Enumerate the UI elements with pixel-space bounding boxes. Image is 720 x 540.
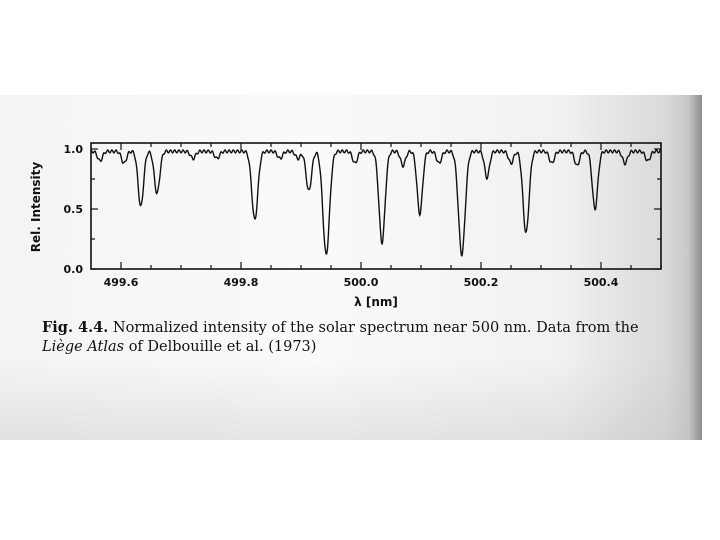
caption-atlas-name: Liège Atlas	[42, 339, 125, 355]
y-tick-label: 0.5	[64, 203, 84, 216]
y-axis-title: Rel. Intensity	[29, 162, 43, 253]
x-tick-label: 500.0	[344, 276, 379, 289]
x-tick-label: 499.6	[104, 276, 139, 289]
caption-label: Fig. 4.4.	[42, 319, 109, 336]
x-tick-label: 500.4	[584, 276, 619, 289]
x-axis-title: λ [nm]	[354, 295, 398, 309]
caption-text-1: Normalized intensity of the solar spectr…	[108, 320, 639, 336]
tick-group: 499.6 499.8 500.0 500.2 500.4 0.0 0.5 1.0	[64, 143, 662, 289]
figure-caption: Fig. 4.4. Normalized intensity of the so…	[42, 318, 682, 357]
y-tick-label: 0.0	[64, 263, 84, 276]
x-tick-label: 499.8	[224, 276, 259, 289]
x-tick-label: 500.2	[464, 276, 499, 289]
y-tick-label: 1.0	[64, 143, 84, 156]
spectrum-line	[90, 149, 662, 257]
caption-text-2: of Delbouille et al. (1973)	[124, 339, 317, 355]
plot-frame	[90, 142, 662, 270]
page-edge	[688, 95, 702, 440]
page-shadow	[0, 360, 702, 440]
